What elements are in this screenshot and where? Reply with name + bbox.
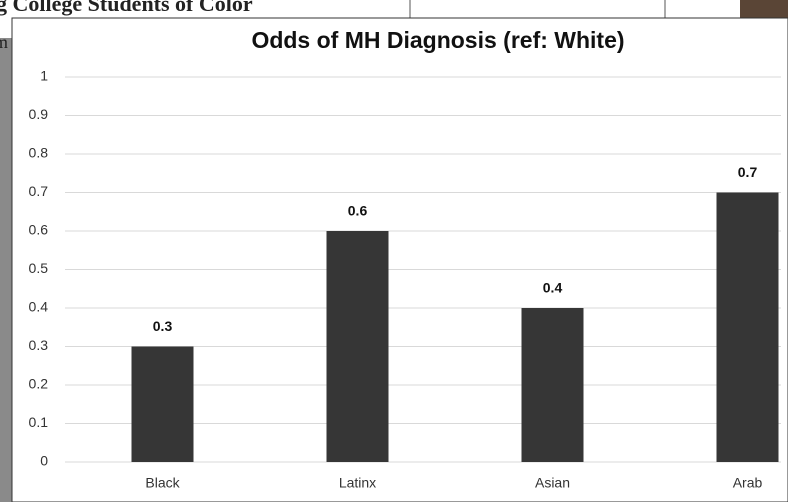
y-tick-label: 0.8: [29, 145, 49, 161]
bar: [716, 192, 779, 462]
x-tick-label: Asian: [535, 475, 570, 491]
y-tick-label: 0.4: [29, 299, 49, 315]
bar: [326, 231, 389, 462]
x-tick-label: Black: [145, 475, 180, 491]
x-tick-label: Arab: [733, 475, 763, 491]
y-tick-label: 0.7: [29, 183, 49, 199]
value-label: 0.7: [738, 164, 758, 180]
value-label: 0.6: [348, 203, 368, 219]
side-panel-top: [0, 18, 12, 38]
chart-title: Odds of MH Diagnosis (ref: White): [251, 27, 624, 53]
y-tick-label: 0.6: [29, 222, 49, 238]
bar: [521, 308, 584, 462]
background-side-text: m: [0, 32, 8, 52]
bar: [131, 346, 194, 462]
y-tick-label: 1: [40, 68, 48, 84]
value-label: 0.4: [543, 280, 563, 296]
y-tick-label: 0: [40, 453, 48, 469]
x-tick-label: Latinx: [339, 475, 376, 491]
background-title: g College Students of Color: [0, 0, 253, 16]
side-panel: [0, 38, 12, 502]
photo: [740, 0, 788, 18]
y-tick-label: 0.9: [29, 106, 49, 122]
chart-frame: [11, 17, 788, 502]
y-tick-label: 0.1: [29, 414, 49, 430]
y-tick-label: 0.2: [29, 376, 49, 392]
value-label: 0.3: [153, 318, 173, 334]
y-tick-label: 0.5: [29, 260, 49, 276]
chart: Odds of MH Diagnosis (ref: White) 0 0.1 0.…: [29, 27, 781, 491]
y-tick-label: 0.3: [29, 337, 49, 353]
